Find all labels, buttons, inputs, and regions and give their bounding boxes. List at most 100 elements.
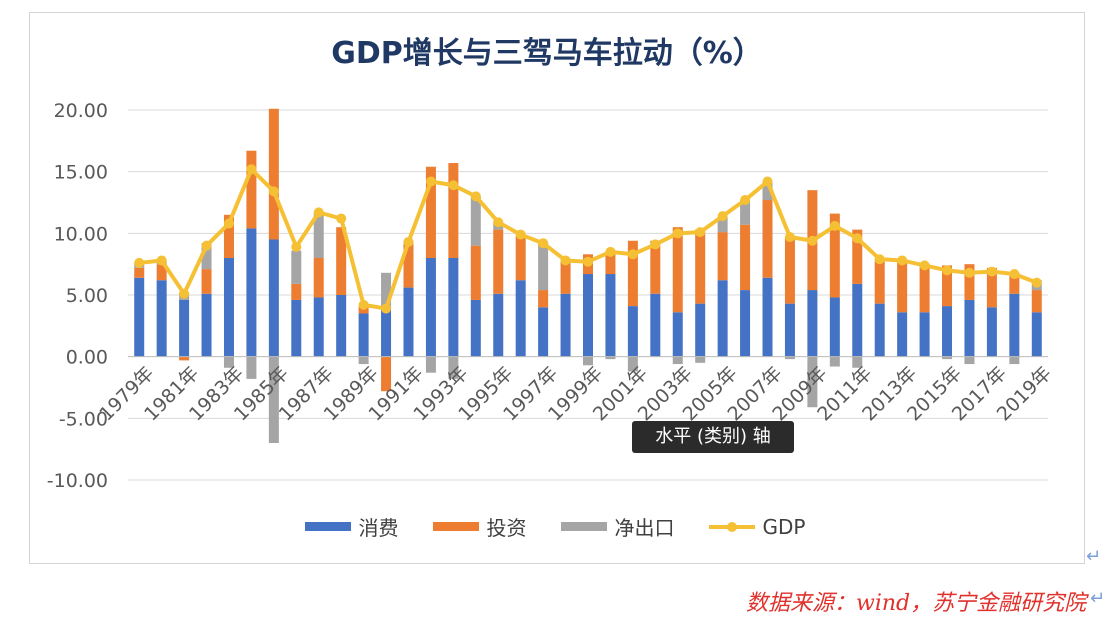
- gdp-point: [156, 255, 167, 266]
- y-tick-label: 0.00: [66, 347, 108, 369]
- bar-consumption: [179, 299, 190, 357]
- bar-consumption: [156, 280, 167, 357]
- gdp-point: [381, 303, 392, 314]
- legend-label-investment: 投资: [486, 516, 527, 540]
- gdp-point: [986, 266, 997, 277]
- bar-net-export: [807, 356, 818, 408]
- y-tick-label: -10.00: [47, 470, 108, 492]
- legend-label-consumption: 消费: [358, 516, 399, 540]
- bar-investment: [493, 229, 504, 294]
- gdp-point: [605, 246, 616, 257]
- bar-investment: [134, 267, 145, 278]
- bar-net-export: [829, 356, 840, 367]
- gdp-point: [223, 218, 234, 229]
- gdp-point: [717, 211, 728, 222]
- bar-investment: [852, 229, 863, 284]
- bar-consumption: [762, 277, 773, 357]
- bar-investment: [784, 237, 795, 304]
- gdp-point: [583, 256, 593, 267]
- bar-net-export: [1009, 356, 1020, 365]
- bar-investment: [919, 266, 930, 313]
- bar-net-export: [425, 356, 436, 373]
- gdp-point: [134, 257, 145, 268]
- source-note: 数据来源：wind，苏宁金融研究院: [746, 591, 1087, 616]
- bar-investment: [897, 261, 908, 313]
- gdp-point: [807, 235, 818, 246]
- bar-investment: [425, 166, 436, 258]
- gdp-point: [470, 191, 481, 202]
- bar-consumption: [223, 258, 234, 357]
- gdp-point: [672, 228, 683, 239]
- bar-consumption: [493, 293, 504, 357]
- gdp-point: [829, 220, 840, 231]
- bar-investment: [291, 283, 302, 300]
- legend: 消费 投资 净出口 GDP: [0, 512, 1110, 541]
- gdp-point: [425, 176, 436, 187]
- gdp-point: [784, 232, 795, 243]
- bar-consumption: [538, 307, 549, 357]
- bar-consumption: [964, 299, 975, 357]
- gdp-point: [627, 249, 638, 260]
- bar-investment: [672, 227, 683, 313]
- gdp-point: [201, 240, 212, 251]
- gdp-point: [874, 254, 885, 265]
- gdp-point: [1009, 269, 1020, 280]
- gdp-point: [313, 207, 324, 218]
- legend-item-consumption: 消费: [304, 512, 399, 541]
- gdp-point: [358, 299, 369, 310]
- y-tick-label: 10.00: [54, 223, 108, 245]
- bar-net-export: [448, 356, 459, 379]
- bar-net-export: [695, 356, 706, 363]
- bar-consumption: [672, 312, 683, 357]
- legend-label-net-export: 净出口: [614, 516, 675, 540]
- bar-consumption: [942, 306, 953, 357]
- gdp-point: [493, 217, 504, 228]
- bar-investment: [964, 264, 975, 300]
- bar-net-export: [852, 356, 863, 368]
- gdp-point: [268, 186, 279, 197]
- chart-title: GDP增长与三驾马车拉动（%）: [331, 36, 763, 71]
- bar-net-export: [381, 272, 392, 308]
- bar-investment: [1009, 272, 1020, 294]
- bar-consumption: [874, 303, 885, 357]
- bar-consumption: [740, 290, 751, 357]
- bar-investment: [986, 267, 997, 308]
- gdp-point: [336, 213, 347, 224]
- bar-investment: [313, 258, 324, 298]
- bar-net-export: [583, 356, 593, 366]
- bar-consumption: [1009, 293, 1020, 357]
- bar-consumption: [852, 283, 863, 357]
- bar-net-export: [964, 356, 975, 365]
- bar-net-export: [538, 241, 549, 291]
- paragraph-mark-icon-2: ↵: [1090, 588, 1106, 609]
- bar-consumption: [829, 297, 840, 357]
- gdp-point: [448, 180, 459, 191]
- bar-consumption: [897, 312, 908, 357]
- y-tick-label: 5.00: [66, 285, 108, 307]
- legend-swatch-investment: [432, 522, 479, 531]
- bar-investment: [605, 251, 616, 275]
- bar-net-export: [291, 250, 302, 284]
- bar-consumption: [381, 307, 392, 357]
- bar-investment: [829, 213, 840, 298]
- bar-investment: [268, 108, 279, 240]
- bar-consumption: [583, 274, 593, 357]
- bar-investment: [560, 261, 571, 294]
- bar-consumption: [134, 277, 145, 357]
- bar-net-export: [246, 356, 257, 379]
- legend-swatch-gdp: [708, 519, 755, 535]
- gdp-point: [403, 236, 414, 247]
- paragraph-mark-icon: ↵: [1086, 546, 1102, 567]
- bar-investment: [874, 261, 885, 304]
- bar-consumption: [515, 280, 526, 357]
- legend-swatch-net-export: [560, 522, 607, 531]
- bar-net-export: [605, 356, 616, 360]
- gdp-point: [919, 260, 930, 271]
- gdp-point: [291, 241, 302, 252]
- bar-consumption: [717, 280, 728, 357]
- gdp-point: [740, 195, 751, 206]
- bar-net-export: [470, 196, 481, 246]
- bar-investment: [627, 240, 638, 307]
- gdp-point: [538, 238, 549, 249]
- bar-net-export: [313, 212, 324, 258]
